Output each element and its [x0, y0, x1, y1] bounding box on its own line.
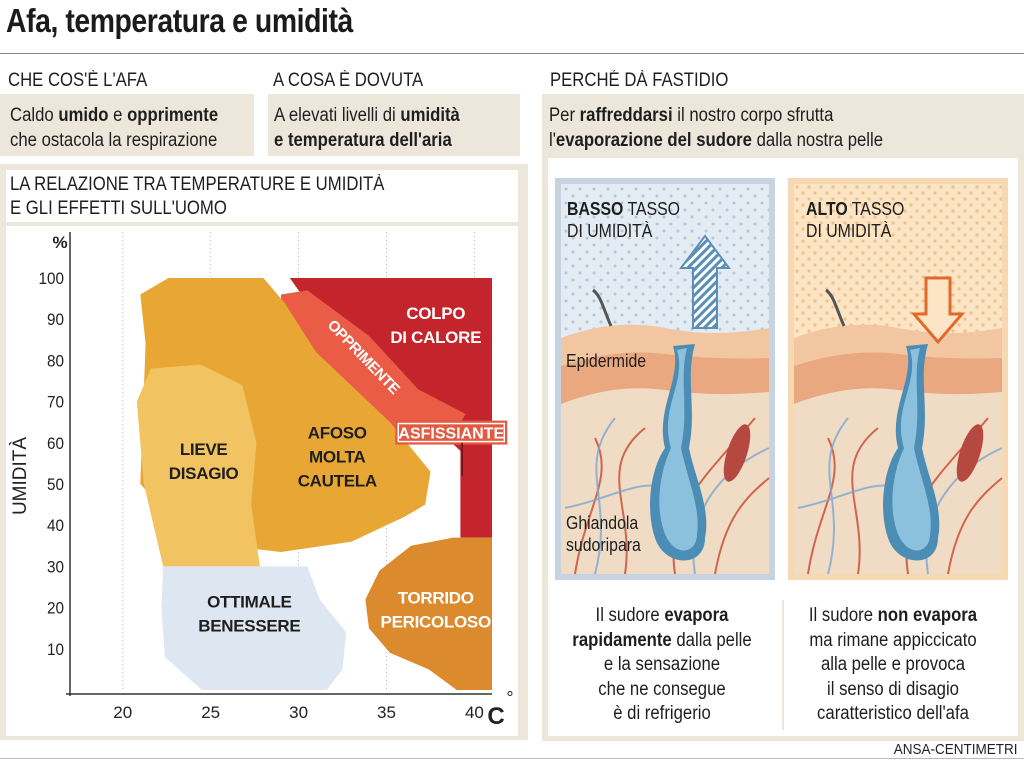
what-box: [0, 94, 254, 156]
x-tick-40: 40: [465, 703, 484, 722]
label-afoso: AFOSO MOLTA CAUTELA: [298, 424, 377, 491]
why-text: Per raffreddarsi il nostro corpo sfrutta…: [549, 105, 884, 151]
y-tick-70: 70: [47, 393, 64, 412]
y-tick-40: 40: [47, 516, 64, 535]
label-colpo-di-calore-line-1: DI CALORE: [390, 328, 481, 347]
page-title: Afa, temperatura e umidità: [6, 2, 353, 39]
y-tick-10: 10: [47, 640, 64, 659]
zone-lieve-disagio: [136, 364, 260, 567]
low-humidity-label: BASSO TASSO DI UMIDITÀ: [567, 199, 680, 241]
x-tick-35: 35: [377, 703, 396, 722]
zone-ottimale: [161, 566, 347, 690]
label-ottimale: OTTIMALE BENESSERE: [198, 593, 300, 636]
zone-opprimente: [281, 290, 466, 439]
humidity-temperature-chart: 10 20 30 40 50 60 70 80 90 100 20 25 30 35 40% C° UMIDIT…: [10, 232, 514, 730]
low-humidity-caption: Il sudore evapora rapidamente dalla pell…: [572, 605, 752, 724]
label-torrido-line-1: PERICOLOSO: [381, 612, 491, 631]
caption-divider: [782, 600, 784, 730]
x-unit-label: C: [487, 703, 504, 730]
epidermide-label: Epidermide: [566, 351, 647, 371]
label-ottimale-line-0: OTTIMALE: [207, 593, 291, 612]
label-torrido-line-0: TORRIDO: [398, 588, 474, 607]
zone-torrido: [365, 537, 492, 690]
chart-zones: [136, 278, 492, 690]
x-tick-30: 30: [289, 703, 308, 722]
y-tick-60: 60: [47, 434, 64, 453]
asfissiante-tag: [395, 420, 508, 445]
y-tick-20: 20: [47, 599, 64, 618]
y-axis-label: UMIDITÀ: [10, 437, 31, 515]
y-tick-80: 80: [47, 352, 64, 371]
bottom-rule: [0, 758, 1024, 759]
high-humidity-caption: Il sudore non evapora ma rimane appiccic…: [808, 605, 978, 724]
y-tick-100: 100: [38, 269, 64, 288]
high-humidity-label: ALTO TASSO DI UMIDITÀ: [806, 199, 905, 241]
what-text: Caldo umido e opprimente che ostacola la…: [10, 105, 219, 151]
x-unit-degree: °: [506, 688, 513, 708]
y-tick-30: 30: [47, 558, 64, 577]
x-tick-20: 20: [113, 703, 132, 722]
y-unit-label: %: [52, 233, 67, 252]
high-humidity-illustration: [788, 178, 1008, 580]
title-divider: [0, 53, 1024, 54]
label-asfissiante: ASFISSIANTE: [398, 426, 504, 443]
relation-heading-box: [6, 170, 518, 222]
relation-heading: LA RELAZIONE TRA TEMPERATURE E UMIDITÀ E…: [10, 174, 385, 219]
low-humidity-illustration: [555, 178, 775, 580]
label-lieve-disagio-line-1: DISAGIO: [169, 464, 239, 483]
what-heading: CHE COS'È L'AFA: [8, 70, 148, 91]
gland-label: Ghiandola sudoripara: [566, 513, 641, 555]
label-lieve-disagio: LIEVE DISAGIO: [169, 440, 239, 483]
chart-ticks: 10 20 30 40 50 60 70 80 90 100 20 25 30 35 40% C° UMIDIT…: [10, 233, 514, 730]
cause-box: [268, 94, 520, 156]
x-tick-25: 25: [201, 703, 220, 722]
chart-axes: [66, 232, 492, 696]
label-afoso-line-2: CAUTELA: [298, 472, 377, 491]
cause-text: A elevati livelli di umidità e temperatu…: [274, 105, 460, 151]
cause-heading: A COSA È DOVUTA: [273, 70, 424, 91]
asfissiante-tag-border: [397, 422, 506, 443]
label-afoso-line-1: MOLTA: [309, 448, 365, 467]
label-afoso-line-0: AFOSO: [308, 424, 367, 443]
label-colpo-di-calore-line-0: COLPO: [406, 304, 465, 323]
label-torrido: TORRIDO PERICOLOSO: [381, 588, 492, 631]
why-heading: PERCHÉ DÀ FASTIDIO: [550, 70, 729, 91]
label-lieve-disagio-line-0: LIEVE: [180, 440, 228, 459]
y-tick-90: 90: [47, 310, 64, 329]
label-ottimale-line-1: BENESSERE: [198, 617, 300, 636]
credit: ANSA-CENTIMETRI: [894, 741, 1018, 758]
label-colpo-di-calore: COLPO DI CALORE: [390, 304, 481, 347]
y-tick-50: 50: [47, 475, 64, 494]
